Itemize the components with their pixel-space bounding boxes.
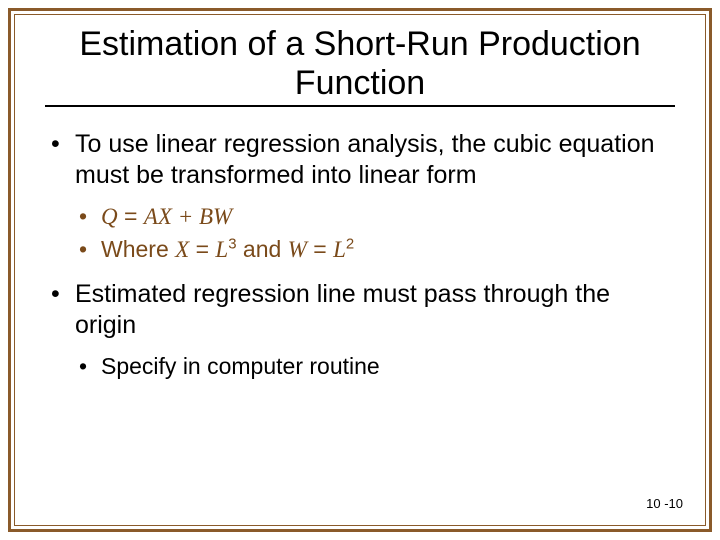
- slide: Estimation of a Short-Run Production Fun…: [0, 0, 720, 540]
- slide-content: To use linear regression analysis, the c…: [15, 115, 705, 380]
- bullet-text: To use linear regression analysis, the c…: [75, 130, 655, 189]
- bullet-item: To use linear regression analysis, the c…: [47, 129, 673, 265]
- eq-lhs: Q: [101, 204, 118, 229]
- where-eq-b: =: [307, 236, 333, 262]
- sub-bullet-where: Where X = L3 and W = L2: [75, 235, 673, 265]
- where-var-a: X: [175, 237, 189, 262]
- title-container: Estimation of a Short-Run Production Fun…: [15, 15, 705, 115]
- eq-equals: =: [124, 203, 144, 229]
- page-number: 10 -10: [646, 496, 683, 511]
- inner-border: Estimation of a Short-Run Production Fun…: [14, 14, 706, 526]
- outer-border: Estimation of a Short-Run Production Fun…: [8, 8, 712, 532]
- sub-bullet-text: Specify in computer routine: [75, 352, 673, 381]
- bullet-text: Estimated regression line must pass thro…: [75, 280, 610, 339]
- slide-title: Estimation of a Short-Run Production Fun…: [45, 25, 675, 107]
- sub-bullet-equation: Q = AX + BW: [75, 202, 673, 232]
- where-conj: and: [237, 236, 288, 262]
- where-def-a-base: L: [215, 237, 228, 262]
- where-def-b-base: L: [333, 237, 346, 262]
- where-var-b: W: [288, 237, 307, 262]
- bullet-list: To use linear regression analysis, the c…: [47, 129, 673, 380]
- where-prefix: Where: [101, 236, 175, 262]
- where-def-b-exp: 2: [346, 236, 354, 253]
- sub-bullet-list: Q = AX + BW Where X = L3 and W = L2: [75, 202, 673, 266]
- bullet-item: Estimated regression line must pass thro…: [47, 279, 673, 380]
- where-eq-a: =: [189, 236, 215, 262]
- sub-bullet-list: Specify in computer routine: [75, 352, 673, 381]
- where-def-a-exp: 3: [228, 236, 236, 253]
- eq-rhs: AX + BW: [144, 204, 232, 229]
